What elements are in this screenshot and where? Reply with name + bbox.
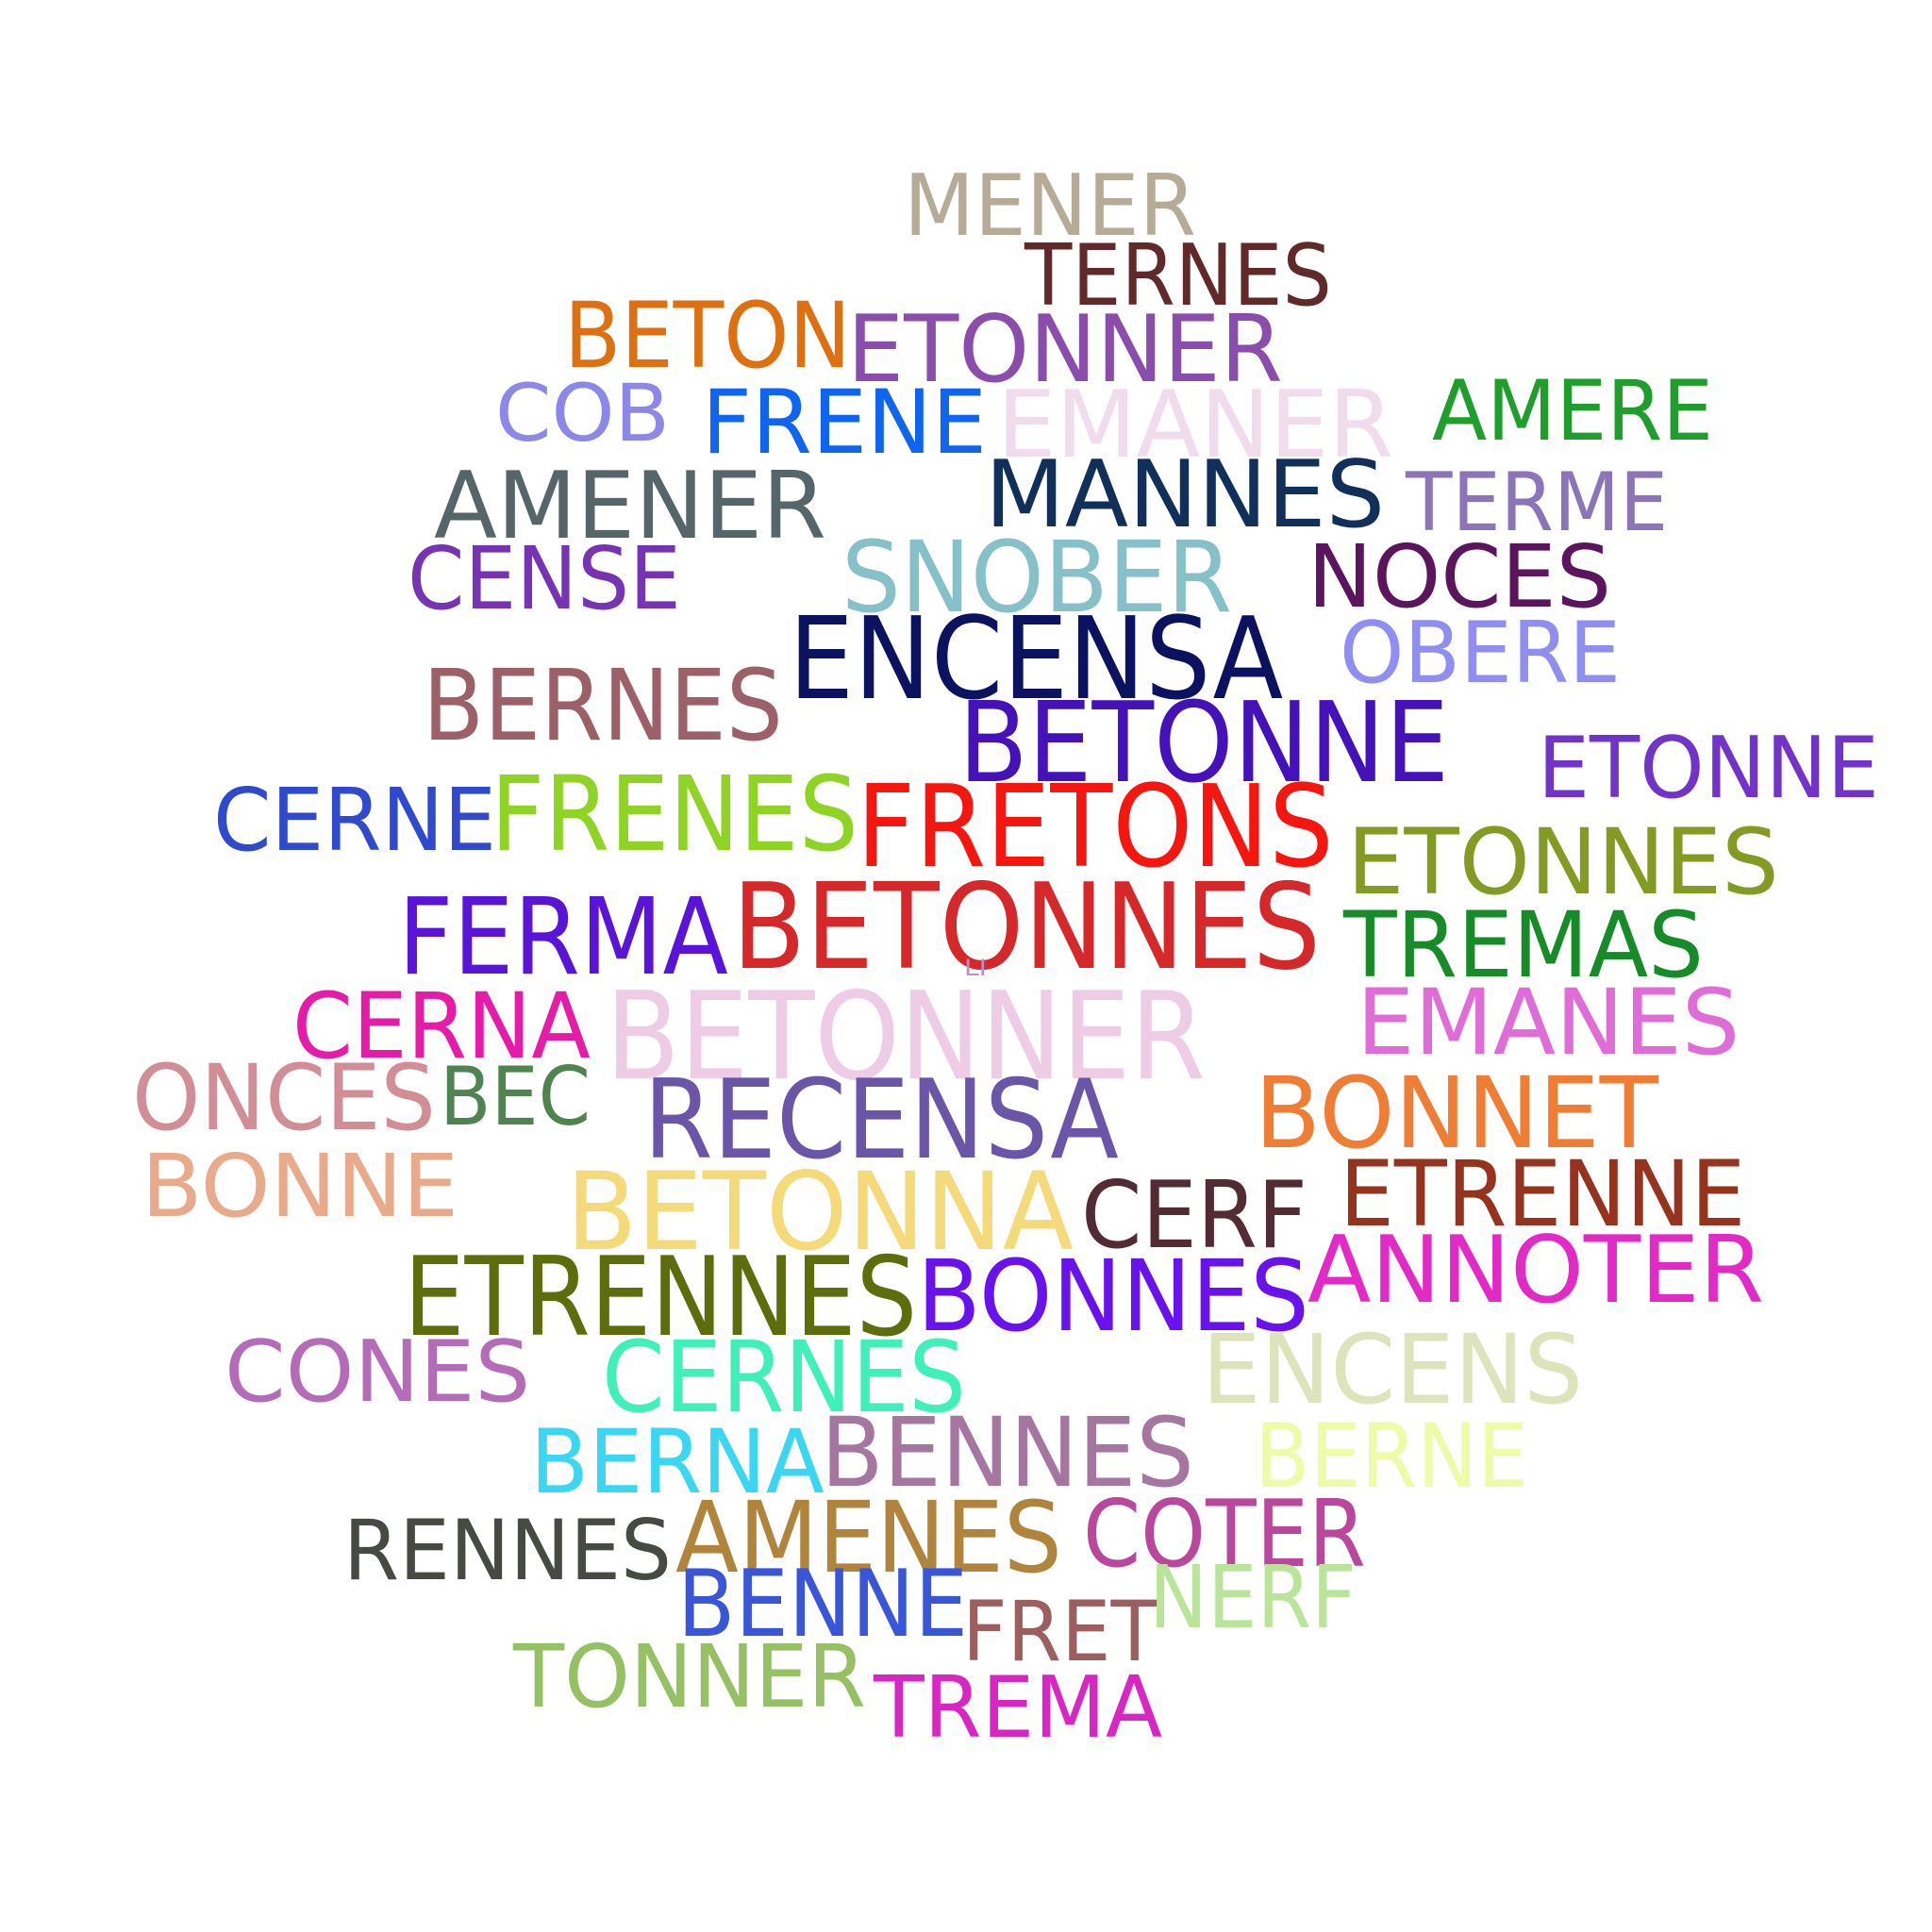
word-amere: AMERE [1432, 362, 1713, 459]
word-berna: BERNA [530, 1411, 824, 1514]
word-cones: CONES [225, 1323, 531, 1422]
word-recensa: RECENSA [643, 1057, 1119, 1184]
word-rennes: RENNES [343, 1502, 672, 1599]
word-cob: COB [495, 367, 670, 459]
word-fretons: FRETONS [857, 762, 1334, 893]
word-bec: BEC [440, 1050, 591, 1144]
word-etrennes: ETRENNES [404, 1234, 918, 1361]
word-betonna: BETONNA [566, 1149, 1074, 1274]
word-etonner: ETONNER [847, 296, 1283, 404]
word-tonner: TONNER [513, 1626, 866, 1727]
word-ferma: FERMA [398, 876, 728, 999]
word-cerf: CERF [1081, 1162, 1308, 1270]
word-benne: BENNE [677, 1551, 968, 1658]
word-betonner: BETONNER [606, 967, 1206, 1108]
word-frene: FRENE [702, 372, 988, 475]
word-obere: OBERE [1340, 604, 1622, 703]
word-emanes: EMANES [1357, 970, 1740, 1075]
word-amenes: AMENES [675, 1480, 1062, 1595]
word-mannes: MANNES [985, 441, 1386, 549]
word-onces: ONCES [132, 1045, 436, 1151]
word-frenes: FRENES [491, 754, 858, 874]
word-cernes: CERNES [602, 1320, 967, 1435]
word-coter: COTER [1083, 1481, 1366, 1589]
word-etonnes: ETONNES [1347, 809, 1779, 915]
word-noces: NOCES [1307, 526, 1611, 627]
word-emaner: EMANER [997, 372, 1394, 479]
word-trema: TREMA [874, 1658, 1163, 1757]
word-encensa: ENCENSA [789, 594, 1284, 725]
word-cerna: CERNA [292, 974, 591, 1079]
word-beton: BETON [564, 283, 851, 389]
word-cerne: CERNE [213, 770, 497, 871]
word-etonne: ETONNE [1538, 719, 1879, 818]
word-snober: SNOBER [841, 520, 1233, 635]
word-bonnet: BONNET [1255, 1056, 1658, 1171]
word-mener: MENER [904, 157, 1197, 256]
word-nerf: NERF [1149, 1547, 1357, 1648]
word-berne: BERNE [1255, 1406, 1528, 1508]
word-annoter: ANNOTER [1307, 1217, 1765, 1324]
word-ternes: TERNES [1024, 226, 1332, 325]
word-encens: ENCENS [1202, 1314, 1584, 1426]
word-cense: CENSE [408, 528, 681, 629]
word-bonnes: BONNES [917, 1239, 1309, 1354]
word-amener: AMENER [434, 453, 827, 560]
word-bennes: BENNES [821, 1397, 1194, 1509]
word-betonnes: BETONNES [732, 858, 1322, 996]
word-bonne: BONNE [142, 1136, 458, 1237]
word-fret: FRET [962, 1583, 1159, 1680]
word-betonne: BETONNE [958, 677, 1450, 808]
word-bernes: BERNES [423, 648, 783, 763]
word-tremas: TREMAS [1343, 892, 1704, 998]
word-li: LI [964, 955, 987, 981]
word-etrenne: ETRENNE [1340, 1141, 1746, 1247]
word-terme: TERME [1406, 456, 1669, 550]
